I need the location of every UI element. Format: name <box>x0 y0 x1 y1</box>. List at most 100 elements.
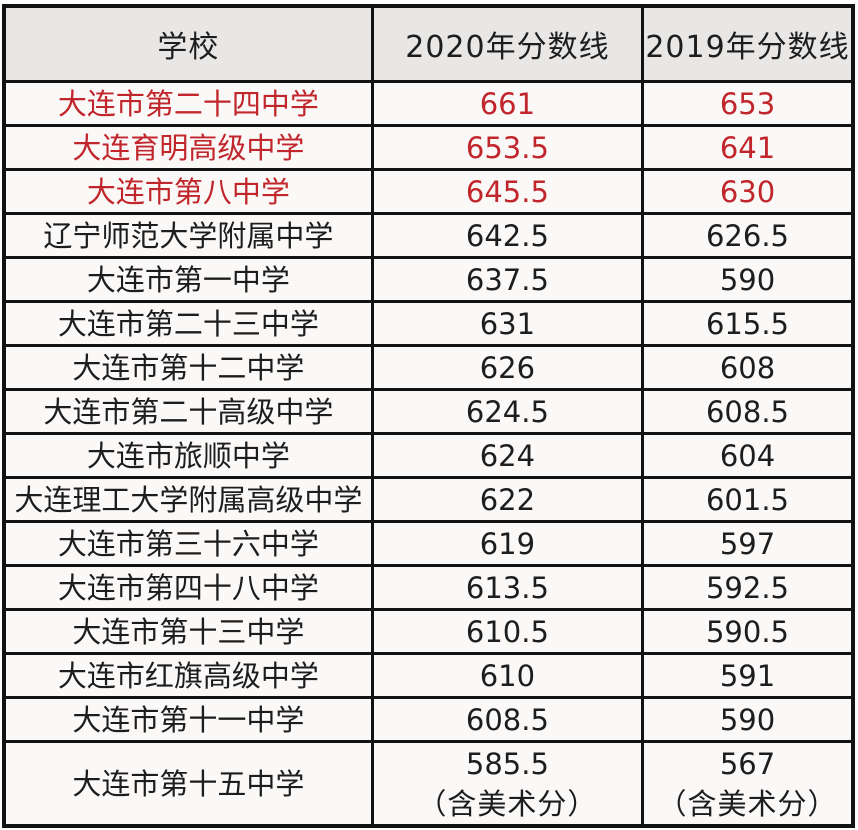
school-name: 大连市旅顺中学 <box>86 438 290 473</box>
school-name: 大连市第二十三中学 <box>57 306 319 341</box>
score-2020-value: 619 <box>479 526 536 561</box>
school-name-cell: 大连育明高级中学 <box>2 124 374 171</box>
score-2019-value: 590 <box>719 262 776 297</box>
score-2020-cell: 645.5 <box>370 168 645 215</box>
score-2020-value: 661 <box>479 86 536 121</box>
score-2020-value: 610 <box>479 658 536 693</box>
table-row: 大连市第二十四中学 661 653 <box>2 80 855 127</box>
school-name-cell: 大连市第二十四中学 <box>2 80 374 127</box>
score-2019-cell: 590 <box>641 256 855 303</box>
score-2020-cell: 626 <box>370 344 645 391</box>
score-2019-cell: 608.5 <box>641 388 855 435</box>
score-2020-cell: 624 <box>370 432 645 479</box>
table-row: 大连市第八中学 645.5 630 <box>2 168 855 215</box>
score-2020-cell: 610 <box>370 652 645 699</box>
score-2020-value: 624.5 <box>465 394 549 429</box>
school-name: 大连市第十三中学 <box>72 614 305 649</box>
table-row: 大连市第十一中学 608.5 590 <box>2 696 855 743</box>
score-2019-note: （含美术分） <box>657 786 838 821</box>
table-row: 大连市红旗高级中学 610 591 <box>2 652 855 699</box>
school-name-cell: 大连市第二十高级中学 <box>2 388 374 435</box>
score-2019-value: 641 <box>719 130 776 165</box>
table-row: 大连市第四十八中学 613.5 592.5 <box>2 564 855 611</box>
school-name-cell: 大连市旅顺中学 <box>2 432 374 479</box>
score-table: 学校 2020年分数线 2019年分数线 大连市第二十四中学 661 653 大… <box>2 4 855 828</box>
school-name-cell: 大连市第八中学 <box>2 168 374 215</box>
score-2019-value: 615.5 <box>705 306 790 341</box>
score-2020-value: 585.5 <box>465 746 549 781</box>
score-2020-value: 653.5 <box>465 130 549 165</box>
score-2019-cell: 608 <box>641 344 855 391</box>
school-name: 大连市第十五中学 <box>72 766 305 801</box>
score-2019-value: 597 <box>719 526 776 561</box>
score-2019-value: 590.5 <box>705 614 790 649</box>
school-name: 辽宁师范大学附属中学 <box>43 218 334 253</box>
school-name-cell: 大连市第十三中学 <box>2 608 374 655</box>
score-2020-cell: 622 <box>370 476 645 523</box>
school-name-cell: 大连市第三十六中学 <box>2 520 374 567</box>
score-2020-cell: 661 <box>370 80 645 127</box>
score-2019-cell: 590.5 <box>641 608 855 655</box>
table-row: 大连市第三十六中学 619 597 <box>2 520 855 567</box>
header-row: 学校 2020年分数线 2019年分数线 <box>2 4 855 83</box>
score-2019-value: 608.5 <box>705 394 790 429</box>
score-2020-cell: 637.5 <box>370 256 645 303</box>
score-2020-cell: 619 <box>370 520 645 567</box>
score-2020-note: （含美术分） <box>417 786 598 821</box>
table-row: 大连理工大学附属高级中学 622 601.5 <box>2 476 855 523</box>
table-row: 大连市第二十高级中学 624.5 608.5 <box>2 388 855 435</box>
school-name-cell: 大连市第一中学 <box>2 256 374 303</box>
score-2020-cell: 642.5 <box>370 212 645 259</box>
score-2020-value: 613.5 <box>465 570 549 605</box>
score-2019-cell: 615.5 <box>641 300 855 347</box>
score-table-wrapper: 学校 2020年分数线 2019年分数线 大连市第二十四中学 661 653 大… <box>2 4 855 828</box>
score-2020-value: 608.5 <box>465 702 549 737</box>
score-2019-cell: 597 <box>641 520 855 567</box>
school-name-cell: 大连市第十一中学 <box>2 696 374 743</box>
score-2019-cell: 630 <box>641 168 855 215</box>
school-name-cell: 辽宁师范大学附属中学 <box>2 212 374 259</box>
score-2020-value: 642.5 <box>465 218 549 253</box>
score-2019-value: 653 <box>719 86 776 121</box>
score-2019-value: 601.5 <box>705 482 790 517</box>
score-2019-value: 590 <box>719 702 776 737</box>
score-2020-value: 631 <box>479 306 536 341</box>
school-name: 大连市第八中学 <box>86 174 290 209</box>
score-2019-cell: 591 <box>641 652 855 699</box>
table-body: 大连市第二十四中学 661 653 大连育明高级中学 653.5 641 大连市… <box>2 80 855 828</box>
table-row: 大连市第十二中学 626 608 <box>2 344 855 391</box>
school-name-cell: 大连理工大学附属高级中学 <box>2 476 374 523</box>
score-2020-cell: 608.5 <box>370 696 645 743</box>
score-2019-cell: 653 <box>641 80 855 127</box>
score-2020-cell: 624.5 <box>370 388 645 435</box>
table-row: 大连市第二十三中学 631 615.5 <box>2 300 855 347</box>
column-header-school: 学校 <box>2 4 374 83</box>
score-2020-cell: 631 <box>370 300 645 347</box>
score-2019-cell: 626.5 <box>641 212 855 259</box>
score-2019-cell: 590 <box>641 696 855 743</box>
table-row: 大连市第十三中学 610.5 590.5 <box>2 608 855 655</box>
score-2019-value: 592.5 <box>705 570 790 605</box>
score-2020-cell: 610.5 <box>370 608 645 655</box>
score-2019-cell: 567 （含美术分） <box>641 740 855 828</box>
school-name: 大连市红旗高级中学 <box>57 658 319 693</box>
score-2020-value: 637.5 <box>465 262 549 297</box>
score-2020-cell: 653.5 <box>370 124 645 171</box>
school-name: 大连市第十一中学 <box>72 702 305 737</box>
score-2020-value: 645.5 <box>465 174 549 209</box>
column-header-score-2020: 2020年分数线 <box>370 4 645 83</box>
school-name: 大连市第三十六中学 <box>57 526 319 561</box>
school-name-cell: 大连市第二十三中学 <box>2 300 374 347</box>
school-name: 大连市第十二中学 <box>72 350 305 385</box>
score-2020-cell: 585.5 （含美术分） <box>370 740 645 828</box>
score-2019-value: 626.5 <box>705 218 790 253</box>
score-2020-value: 626 <box>479 350 536 385</box>
table-header: 学校 2020年分数线 2019年分数线 <box>2 4 855 83</box>
school-name: 大连育明高级中学 <box>72 130 305 165</box>
score-2019-value: 591 <box>719 658 776 693</box>
table-row: 大连市第十五中学 585.5 （含美术分） 567 （含美术分） <box>2 740 855 828</box>
school-name-cell: 大连市红旗高级中学 <box>2 652 374 699</box>
score-2019-value: 567 <box>719 746 776 781</box>
score-2019-cell: 592.5 <box>641 564 855 611</box>
school-name-cell: 大连市第十五中学 <box>2 740 374 828</box>
